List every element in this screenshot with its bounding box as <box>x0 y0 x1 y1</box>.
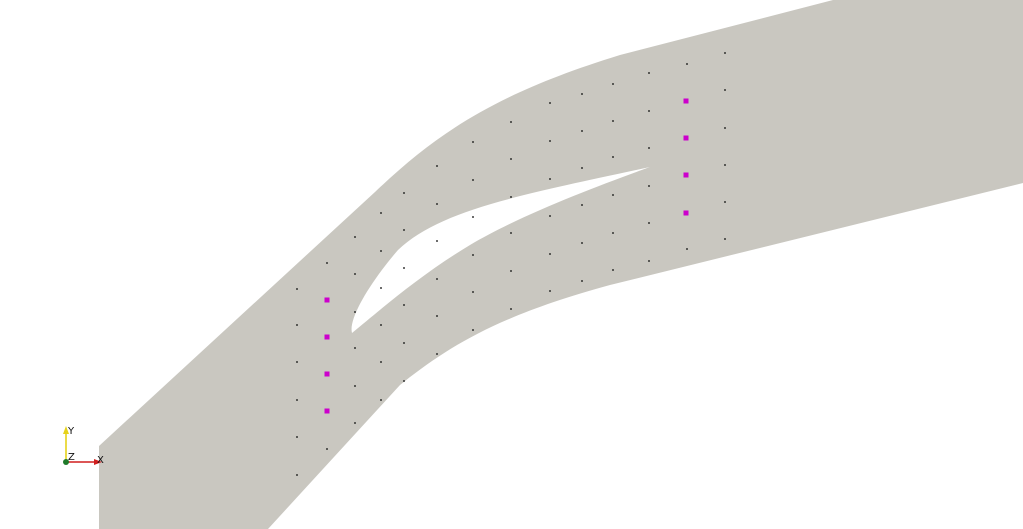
mesh-point <box>510 158 512 160</box>
mesh-point <box>549 178 551 180</box>
mesh-point <box>380 287 382 289</box>
mesh-point <box>510 196 512 198</box>
x-axis-arrowhead <box>94 459 102 465</box>
mesh-point <box>724 52 726 54</box>
mesh-point <box>472 179 474 181</box>
mesh-point <box>724 201 726 203</box>
mesh-point <box>581 93 583 95</box>
mesh-point <box>510 308 512 310</box>
y-axis-arrowhead <box>63 426 69 434</box>
mesh-point <box>612 269 614 271</box>
probe-marker <box>324 297 330 303</box>
mesh-point <box>581 242 583 244</box>
mesh-point <box>354 385 356 387</box>
mesh-point <box>472 254 474 256</box>
mesh-point <box>403 229 405 231</box>
mesh-point <box>436 203 438 205</box>
probe-marker <box>683 98 689 104</box>
mesh-point <box>648 222 650 224</box>
mesh-point <box>549 290 551 292</box>
probe-marker <box>324 408 330 414</box>
mesh-point <box>403 192 405 194</box>
mesh-point <box>648 260 650 262</box>
mesh-point <box>326 262 328 264</box>
probe-marker <box>683 172 689 178</box>
mesh-point <box>472 141 474 143</box>
mesh-point <box>549 140 551 142</box>
probe-marker <box>683 210 689 216</box>
mesh-point <box>686 248 688 250</box>
mesh-point <box>686 63 688 65</box>
mesh-point <box>612 194 614 196</box>
z-axis-label: Z <box>68 452 75 463</box>
mesh-point <box>648 110 650 112</box>
x-axis-label: X <box>97 455 104 466</box>
mesh-point <box>510 121 512 123</box>
mesh-point <box>436 315 438 317</box>
mesh-point <box>296 288 298 290</box>
mesh-point <box>380 250 382 252</box>
mesh-point <box>724 89 726 91</box>
mesh-point <box>510 270 512 272</box>
mesh-point <box>354 347 356 349</box>
orientation-axes: Y Z X <box>63 426 104 466</box>
mesh-point <box>436 278 438 280</box>
mesh-point <box>436 240 438 242</box>
mesh-point <box>549 253 551 255</box>
blade-profile <box>351 167 650 333</box>
mesh-point <box>472 216 474 218</box>
mesh-point <box>403 342 405 344</box>
probe-marker <box>324 334 330 340</box>
mesh-point <box>380 324 382 326</box>
mesh-point <box>296 474 298 476</box>
flow-domain <box>99 0 1023 529</box>
mesh-point <box>436 353 438 355</box>
mesh-point <box>354 311 356 313</box>
mesh-point <box>581 280 583 282</box>
mesh-point <box>403 380 405 382</box>
mesh-point <box>724 238 726 240</box>
mesh-point <box>724 164 726 166</box>
mesh-point <box>724 127 726 129</box>
mesh-point <box>296 436 298 438</box>
mesh-point <box>648 72 650 74</box>
mesh-point <box>581 167 583 169</box>
mesh-point <box>648 185 650 187</box>
mesh-point <box>403 304 405 306</box>
mesh-point <box>581 204 583 206</box>
mesh-point <box>612 232 614 234</box>
mesh-point <box>510 232 512 234</box>
y-axis-label: Y <box>67 426 75 437</box>
mesh-point <box>549 102 551 104</box>
mesh-point <box>296 361 298 363</box>
mesh-point <box>612 156 614 158</box>
mesh-point <box>354 273 356 275</box>
probe-marker <box>324 371 330 377</box>
mesh-point <box>581 130 583 132</box>
mesh-point <box>612 120 614 122</box>
mesh-point <box>380 399 382 401</box>
mesh-point <box>472 329 474 331</box>
mesh-points <box>296 52 726 476</box>
mesh-point <box>354 236 356 238</box>
mesh-point <box>612 83 614 85</box>
mesh-point <box>472 291 474 293</box>
z-axis-marker <box>63 459 69 465</box>
probe-markers <box>324 98 689 414</box>
mesh-point <box>380 212 382 214</box>
mesh-point <box>380 361 382 363</box>
mesh-point <box>648 147 650 149</box>
mesh-point <box>436 165 438 167</box>
mesh-point <box>296 324 298 326</box>
mesh-point <box>549 215 551 217</box>
probe-marker <box>683 135 689 141</box>
mesh-point <box>354 422 356 424</box>
mesh-point <box>326 448 328 450</box>
mesh-point <box>403 267 405 269</box>
mesh-point <box>296 399 298 401</box>
